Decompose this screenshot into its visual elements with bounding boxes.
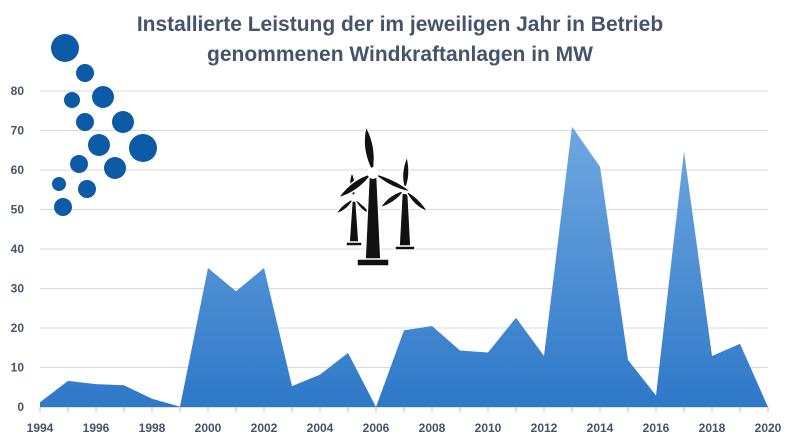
x-tick-label: 2008: [419, 421, 446, 435]
y-tick-label: 60: [11, 163, 25, 177]
x-tick-label: 2012: [531, 421, 558, 435]
y-tick-label: 30: [11, 282, 25, 296]
y-axis: 0 10 20 30 40 50 60 70 80: [11, 84, 25, 414]
x-tick-label: 2010: [475, 421, 502, 435]
wind-turbines-icon: [334, 123, 430, 267]
x-tick-label: 2018: [699, 421, 726, 435]
bubbles-icon: [51, 34, 157, 216]
x-tick-label: 2004: [307, 421, 334, 435]
grid-lines: [40, 90, 768, 368]
x-tick-label: 2014: [587, 421, 614, 435]
y-tick-label: 70: [11, 124, 25, 138]
series-area: [40, 126, 768, 407]
y-tick-label: 40: [11, 242, 25, 256]
x-tick-label: 1996: [83, 421, 110, 435]
x-tick-label: 2006: [363, 421, 390, 435]
series-area-shape: [40, 126, 768, 407]
chart-title: Installierte Leistung der im jeweiligen …: [0, 10, 800, 70]
x-axis: 1994 1996 1998 2000 2002 2004 2006 2008 2010 2012…: [27, 406, 782, 435]
y-tick-label: 10: [11, 361, 25, 375]
y-tick-label: 0: [17, 400, 24, 414]
x-tick-label: 1994: [27, 421, 54, 435]
y-tick-label: 80: [11, 84, 25, 98]
x-tick-label: 2016: [643, 421, 670, 435]
y-tick-label: 20: [11, 321, 25, 335]
chart-title-line-1: Installierte Leistung der im jeweiligen …: [136, 13, 664, 36]
chart-title-line-2: genommenen Windkraftanlagen in MW: [207, 43, 593, 66]
x-tick-label: 1998: [139, 421, 166, 435]
x-tick-label: 2000: [195, 421, 222, 435]
x-tick-label: 2020: [755, 421, 782, 435]
y-tick-label: 50: [11, 203, 25, 217]
x-tick-label: 2002: [251, 421, 278, 435]
